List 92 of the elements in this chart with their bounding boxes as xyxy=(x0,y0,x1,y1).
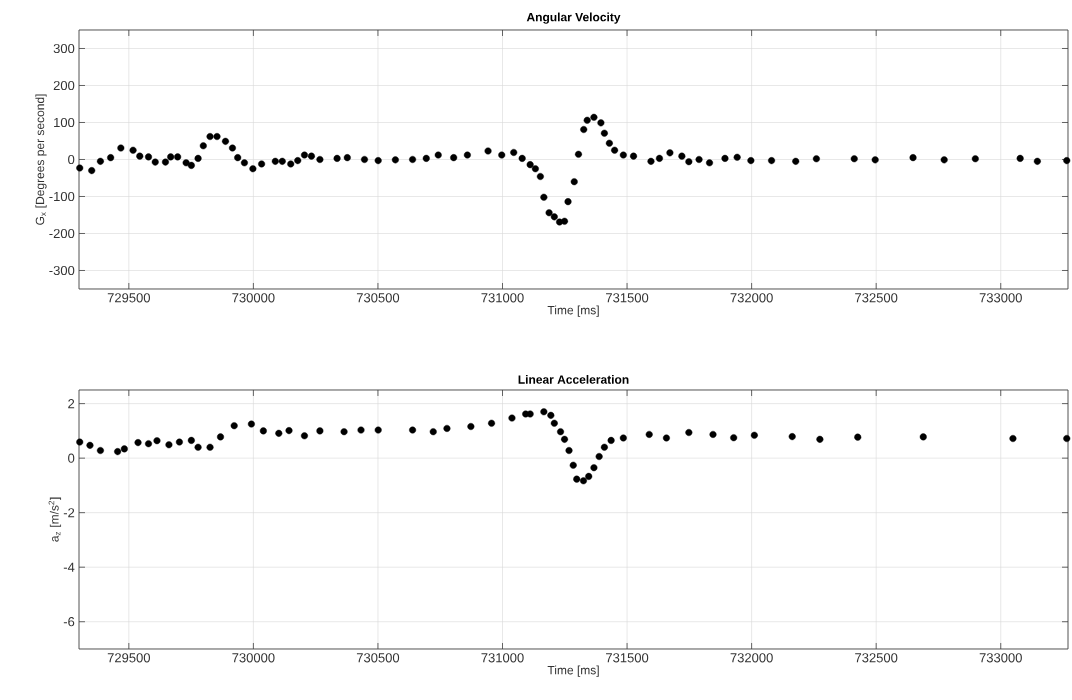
y-tick-label: 200 xyxy=(53,80,75,91)
point xyxy=(187,436,195,444)
chart-title: Linear Acceleration xyxy=(518,374,629,384)
x-tick-label: 732000 xyxy=(730,653,773,663)
point xyxy=(357,426,365,434)
x-axis-title: Time [ms] xyxy=(547,305,599,317)
point xyxy=(340,428,348,436)
point xyxy=(1009,435,1017,443)
y-tick-label: -200 xyxy=(49,228,75,239)
point xyxy=(585,472,593,480)
chart-title: Angular Velocity xyxy=(526,12,621,24)
y-tick-label: 300 xyxy=(53,43,75,54)
point xyxy=(579,477,587,485)
point xyxy=(557,428,565,436)
x-tick-label: 729500 xyxy=(107,293,151,303)
point xyxy=(300,432,308,440)
x-tick-label: 732500 xyxy=(855,293,898,303)
point xyxy=(569,461,577,469)
point xyxy=(429,428,437,436)
point xyxy=(565,447,573,455)
point xyxy=(1063,435,1071,443)
x-tick-label: 731000 xyxy=(481,653,524,663)
point xyxy=(175,438,183,446)
y-tick-label: -2 xyxy=(63,508,75,518)
y-tick-label: 100 xyxy=(54,117,75,128)
point xyxy=(194,443,202,451)
point xyxy=(788,433,796,441)
point xyxy=(590,464,598,472)
point xyxy=(285,427,293,435)
point xyxy=(662,434,670,442)
point xyxy=(114,448,122,456)
point xyxy=(645,430,653,438)
y-tick-label: 2 xyxy=(68,399,75,409)
x-tick-label: 733000 xyxy=(979,293,1022,303)
point xyxy=(76,438,84,446)
x-tick-label: 732500 xyxy=(855,653,898,663)
x-axis-title: Time [ms] xyxy=(547,665,599,677)
point xyxy=(316,427,324,435)
y-tick-label: 0 xyxy=(68,154,75,165)
point xyxy=(816,435,824,443)
x-tick-label: 731500 xyxy=(606,653,649,663)
point xyxy=(153,437,161,445)
y-axis-title: a$_{z}$ [m/s$^{2}$] xyxy=(48,497,62,542)
point xyxy=(275,429,283,437)
x-tick-label: 730500 xyxy=(356,293,400,303)
point xyxy=(217,433,224,441)
x-tick-label: 730000 xyxy=(232,653,275,663)
point xyxy=(259,427,267,435)
y-tick-label: -4 xyxy=(63,562,75,572)
point xyxy=(600,443,608,451)
point xyxy=(443,424,451,432)
point xyxy=(619,434,627,442)
point xyxy=(750,431,758,439)
point xyxy=(488,419,496,427)
x-tick-label: 731500 xyxy=(606,293,649,303)
point xyxy=(919,433,927,441)
point xyxy=(573,475,581,483)
x-tick-label: 730500 xyxy=(356,653,400,663)
x-tick-label: 731000 xyxy=(481,293,524,303)
x-tick-label: 733000 xyxy=(979,653,1022,663)
point xyxy=(134,439,142,447)
point xyxy=(145,440,153,448)
y-tick-label: -6 xyxy=(63,617,75,627)
point xyxy=(561,435,569,443)
y-tick-label: 0 xyxy=(68,453,75,463)
y-axis-title: G$_{x}$ [Degrees per second] xyxy=(35,94,47,225)
point xyxy=(508,414,516,422)
x-tick-label: 730000 xyxy=(232,293,275,303)
point xyxy=(550,419,558,427)
point xyxy=(247,420,255,428)
point xyxy=(467,423,475,431)
point xyxy=(730,434,738,442)
point xyxy=(230,422,238,430)
point xyxy=(165,441,173,449)
x-tick-label: 729500 xyxy=(107,653,151,663)
point xyxy=(374,426,382,434)
y-tick-label: -300 xyxy=(49,265,75,276)
point xyxy=(709,430,717,438)
point xyxy=(547,411,555,419)
point xyxy=(607,436,615,444)
point xyxy=(854,433,862,441)
y-tick-label: -100 xyxy=(49,191,75,202)
point xyxy=(86,441,94,449)
point xyxy=(540,408,548,416)
x-tick-label: 732000 xyxy=(730,293,773,303)
point xyxy=(595,453,603,461)
point xyxy=(96,447,104,455)
point xyxy=(685,429,693,437)
point xyxy=(120,445,128,453)
point xyxy=(206,443,214,451)
point xyxy=(409,426,417,434)
point xyxy=(526,410,534,418)
